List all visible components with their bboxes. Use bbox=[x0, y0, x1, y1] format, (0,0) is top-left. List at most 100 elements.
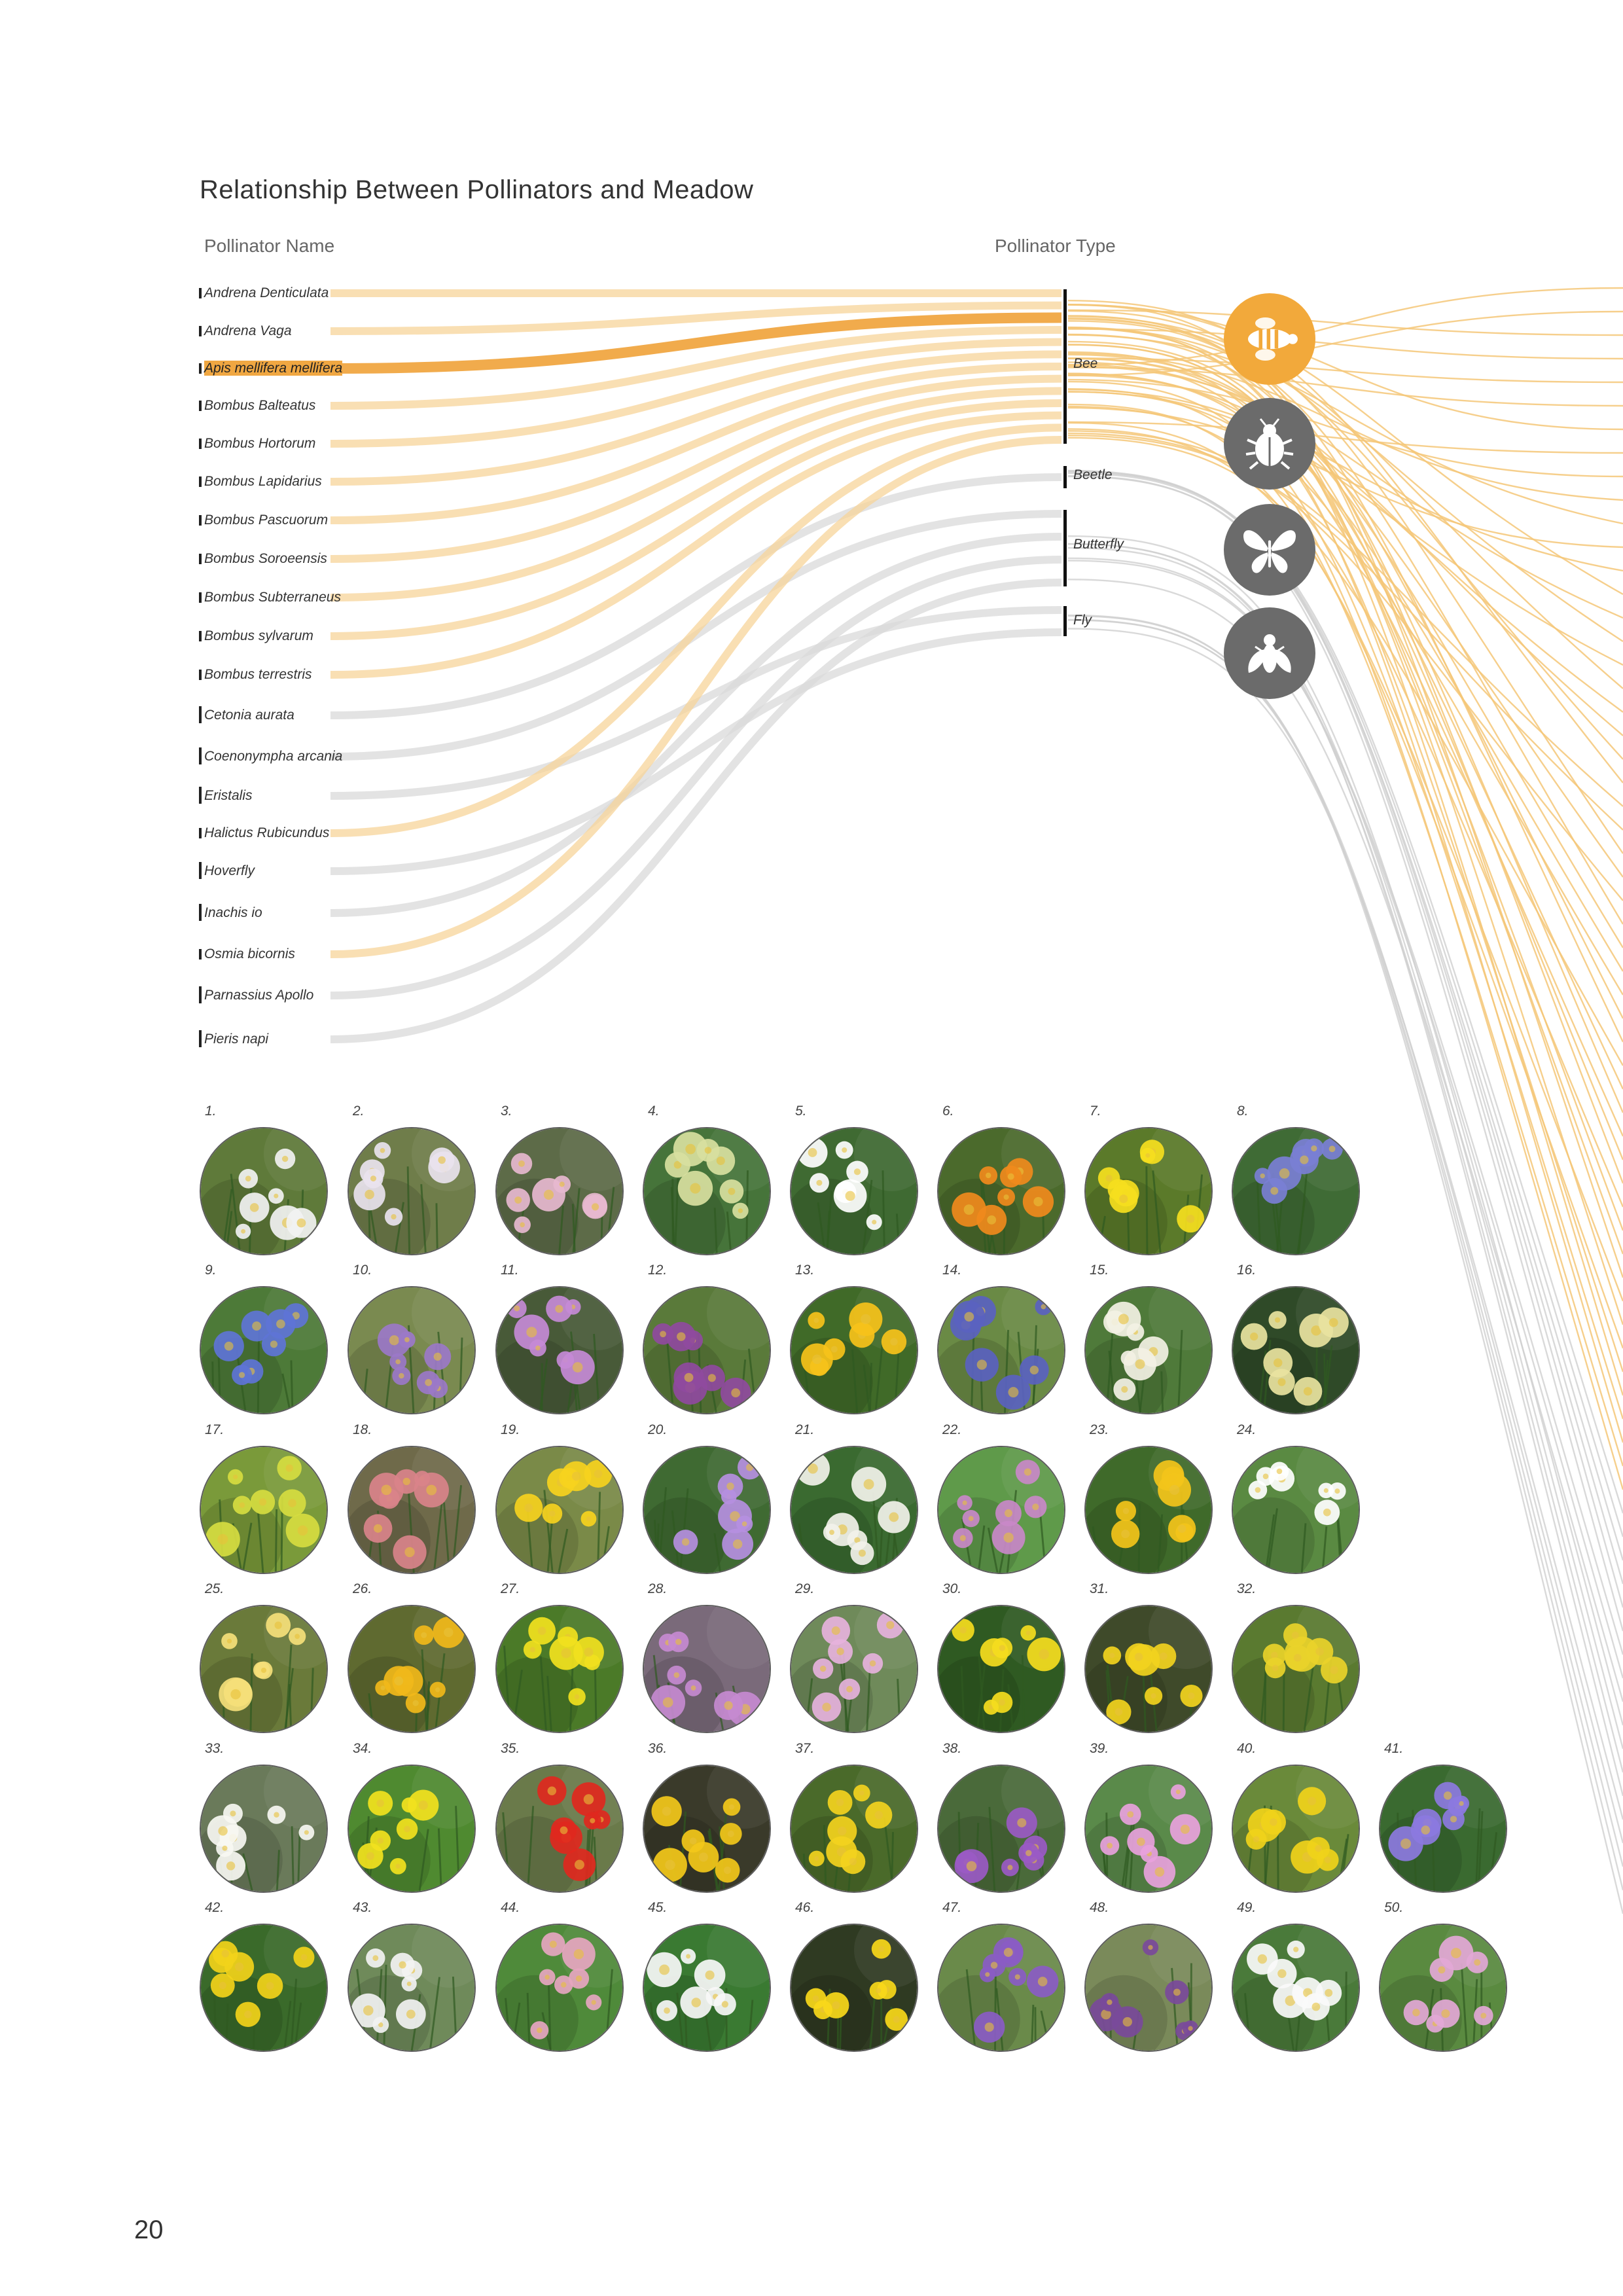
flower-photo bbox=[1084, 1286, 1213, 1414]
flower-link bbox=[1067, 372, 1623, 1137]
pollinator-label: Cetonia aurata bbox=[199, 706, 294, 723]
flow-link-cetonia-aurata bbox=[330, 473, 1062, 719]
flower-photo bbox=[348, 1286, 476, 1414]
pollinator-name: Andrena Denticulata bbox=[204, 285, 329, 300]
pollinator-label: Bombus terrestris bbox=[199, 667, 312, 683]
pollinator-label: Halictus Rubicundus bbox=[199, 825, 329, 841]
flower-photo bbox=[348, 1446, 476, 1574]
pollinator-name: Bombus Lapidarius bbox=[204, 474, 322, 489]
flower-photo bbox=[790, 1765, 918, 1893]
flower-photo bbox=[937, 1127, 1065, 1255]
flower-link bbox=[1067, 437, 1623, 1066]
flower-link bbox=[1067, 300, 1623, 783]
flower-link bbox=[1067, 333, 1623, 1019]
flower-link bbox=[1067, 367, 1623, 407]
flow-link-bombus-soroeensis bbox=[330, 374, 1062, 563]
pollinator-label: Bombus sylvarum bbox=[199, 628, 313, 644]
flower-photo bbox=[937, 1446, 1065, 1574]
butterfly-icon bbox=[1224, 504, 1315, 596]
flower-link bbox=[1067, 318, 1623, 760]
pollinator-tick bbox=[199, 1030, 202, 1047]
type-label-butterfly: Butterfly bbox=[1073, 537, 1124, 552]
flower-number: 18. bbox=[353, 1422, 372, 1437]
flower-number: 15. bbox=[1090, 1263, 1109, 1278]
flower-number: 33. bbox=[205, 1741, 224, 1756]
flower-number: 5. bbox=[795, 1103, 807, 1119]
flower-number: 1. bbox=[205, 1103, 217, 1119]
flower-number: 12. bbox=[648, 1263, 668, 1278]
flower-link bbox=[1067, 303, 1623, 596]
flower-photo bbox=[1232, 1286, 1360, 1414]
flower-photo bbox=[790, 1605, 918, 1733]
flower-number: 50. bbox=[1384, 1900, 1404, 1915]
flower-number: 8. bbox=[1237, 1103, 1249, 1119]
flower-number: 29. bbox=[795, 1581, 815, 1596]
flower-link bbox=[1067, 614, 1623, 1914]
flower-number: 32. bbox=[1237, 1581, 1257, 1596]
flower-photo bbox=[937, 1924, 1065, 2052]
flower-photo bbox=[643, 1765, 771, 1893]
flower-number: 41. bbox=[1384, 1741, 1404, 1756]
flower-link bbox=[1067, 357, 1623, 1090]
pollinator-tick bbox=[199, 670, 202, 680]
pollinator-tick bbox=[199, 706, 202, 723]
flower-photo bbox=[1084, 1765, 1213, 1893]
flower-link bbox=[1067, 351, 1623, 1443]
pollinator-name: Coenonympha arcania bbox=[204, 749, 343, 764]
pollinator-tick bbox=[199, 439, 202, 449]
pollinator-label: Inachis io bbox=[199, 904, 262, 921]
flow-link-bombus-balteatus bbox=[330, 326, 1062, 410]
flower-photo bbox=[495, 1127, 624, 1255]
flower-photo bbox=[348, 1127, 476, 1255]
flower-number: 3. bbox=[501, 1103, 512, 1119]
flower-photo bbox=[495, 1924, 624, 2052]
pollinator-tick bbox=[199, 949, 202, 960]
flower-photo bbox=[937, 1605, 1065, 1733]
flower-number: 46. bbox=[795, 1900, 815, 1915]
flower-number: 42. bbox=[205, 1900, 224, 1915]
pollinator-name: Bombus Hortorum bbox=[204, 436, 316, 451]
flower-number: 7. bbox=[1090, 1103, 1101, 1119]
pollinator-name: Inachis io bbox=[204, 905, 262, 920]
flower-number: 27. bbox=[501, 1581, 520, 1596]
pollinator-tick bbox=[199, 862, 202, 879]
pollinator-type-header: Pollinator Type bbox=[995, 236, 1116, 256]
pollinator-label: Apis mellifera mellifera bbox=[199, 361, 343, 376]
flower-link bbox=[1067, 287, 1623, 367]
pollinator-tick bbox=[199, 326, 202, 336]
pollinator-name: Parnassius Apollo bbox=[204, 988, 314, 1003]
pollinator-label: Pieris napi bbox=[199, 1030, 268, 1047]
pollinator-name-header: Pollinator Name bbox=[204, 236, 335, 256]
pollinator-label: Bombus Balteatus bbox=[199, 398, 316, 414]
flower-photo bbox=[643, 1446, 771, 1574]
flow-link-osmia-bicornis bbox=[330, 436, 1062, 958]
flower-number: 30. bbox=[942, 1581, 962, 1596]
pollinator-tick bbox=[199, 288, 202, 298]
flow-link-halictus-rubicundus bbox=[330, 423, 1062, 837]
flower-photo bbox=[1379, 1924, 1507, 2052]
flower-link bbox=[1067, 304, 1623, 1278]
type-bar-butterfly bbox=[1063, 510, 1067, 586]
flower-number: 31. bbox=[1090, 1581, 1109, 1596]
flow-link-bombus-hortorum bbox=[330, 338, 1062, 448]
pollinator-tick bbox=[199, 787, 202, 804]
flower-link bbox=[1067, 535, 1623, 1726]
flower-photo bbox=[495, 1286, 624, 1414]
type-bar-fly bbox=[1063, 606, 1067, 636]
pollinator-name: Cetonia aurata bbox=[204, 708, 294, 723]
flower-photo bbox=[1084, 1924, 1213, 2052]
pollinator-name: Bombus Balteatus bbox=[204, 398, 316, 413]
pollinator-label: Bombus Lapidarius bbox=[199, 474, 322, 490]
flower-photo bbox=[1232, 1765, 1360, 1893]
flower-number: 39. bbox=[1090, 1741, 1109, 1756]
flower-photo bbox=[200, 1924, 328, 2052]
flower-number: 13. bbox=[795, 1263, 815, 1278]
page-number: 20 bbox=[134, 2215, 164, 2244]
flower-number: 24. bbox=[1237, 1422, 1257, 1437]
pollinator-name: Hoverfly bbox=[204, 863, 255, 878]
flower-photo bbox=[1232, 1446, 1360, 1574]
pollinator-tick bbox=[199, 592, 202, 603]
flower-photo bbox=[1084, 1127, 1213, 1255]
flower-number: 48. bbox=[1090, 1900, 1109, 1915]
flower-number: 14. bbox=[942, 1263, 962, 1278]
